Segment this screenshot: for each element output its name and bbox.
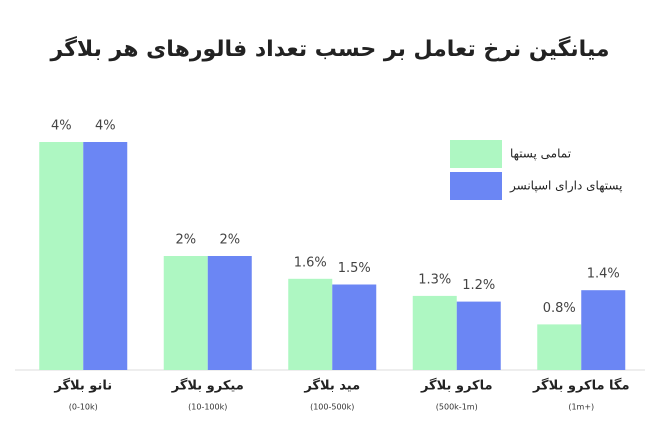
data-label: 4% <box>95 119 116 134</box>
data-label: 1.4% <box>587 267 620 282</box>
data-label: 1.3% <box>418 272 451 287</box>
bar <box>456 301 501 370</box>
legend-label: تمامی پستها <box>510 147 571 161</box>
x-tick-sublabel: (500k-1m) <box>436 403 478 412</box>
data-label: 1.2% <box>462 278 495 293</box>
x-tick-label: مگا ماکرو بلاگر <box>532 378 630 394</box>
legend-swatch <box>450 172 502 200</box>
bar <box>163 256 208 370</box>
x-tick-label: ماکرو بلاگر <box>420 378 493 394</box>
x-tick-sublabel: (1m+) <box>568 403 594 412</box>
data-label: 2% <box>175 233 196 248</box>
data-label: 1.5% <box>338 261 371 276</box>
x-tick-sublabel: (0-10k) <box>69 403 98 412</box>
bar <box>537 324 582 370</box>
chart-title: میانگین نرخ تعامل بر حسب تعداد فالورهای … <box>49 35 609 62</box>
x-tick-label: نانو بلاگر <box>53 378 112 394</box>
data-label: 4% <box>51 119 72 134</box>
bar <box>39 142 84 370</box>
legend-label: پستهای دارای اسپانسر <box>509 179 622 194</box>
x-tick-label: میکرو بلاگر <box>171 378 244 394</box>
x-tick-sublabel: (100-500k) <box>310 403 354 412</box>
x-tick-sublabel: (10-100k) <box>188 403 227 412</box>
bar <box>581 290 626 370</box>
bar <box>207 256 252 370</box>
legend-swatch <box>450 140 502 168</box>
bar <box>288 278 333 370</box>
x-tick-label: مید بلاگر <box>303 378 360 394</box>
bar <box>83 142 128 370</box>
data-label: 2% <box>219 233 240 248</box>
bar <box>332 284 377 370</box>
data-label: 0.8% <box>543 301 576 316</box>
bar <box>412 295 457 370</box>
data-label: 1.6% <box>294 255 327 270</box>
